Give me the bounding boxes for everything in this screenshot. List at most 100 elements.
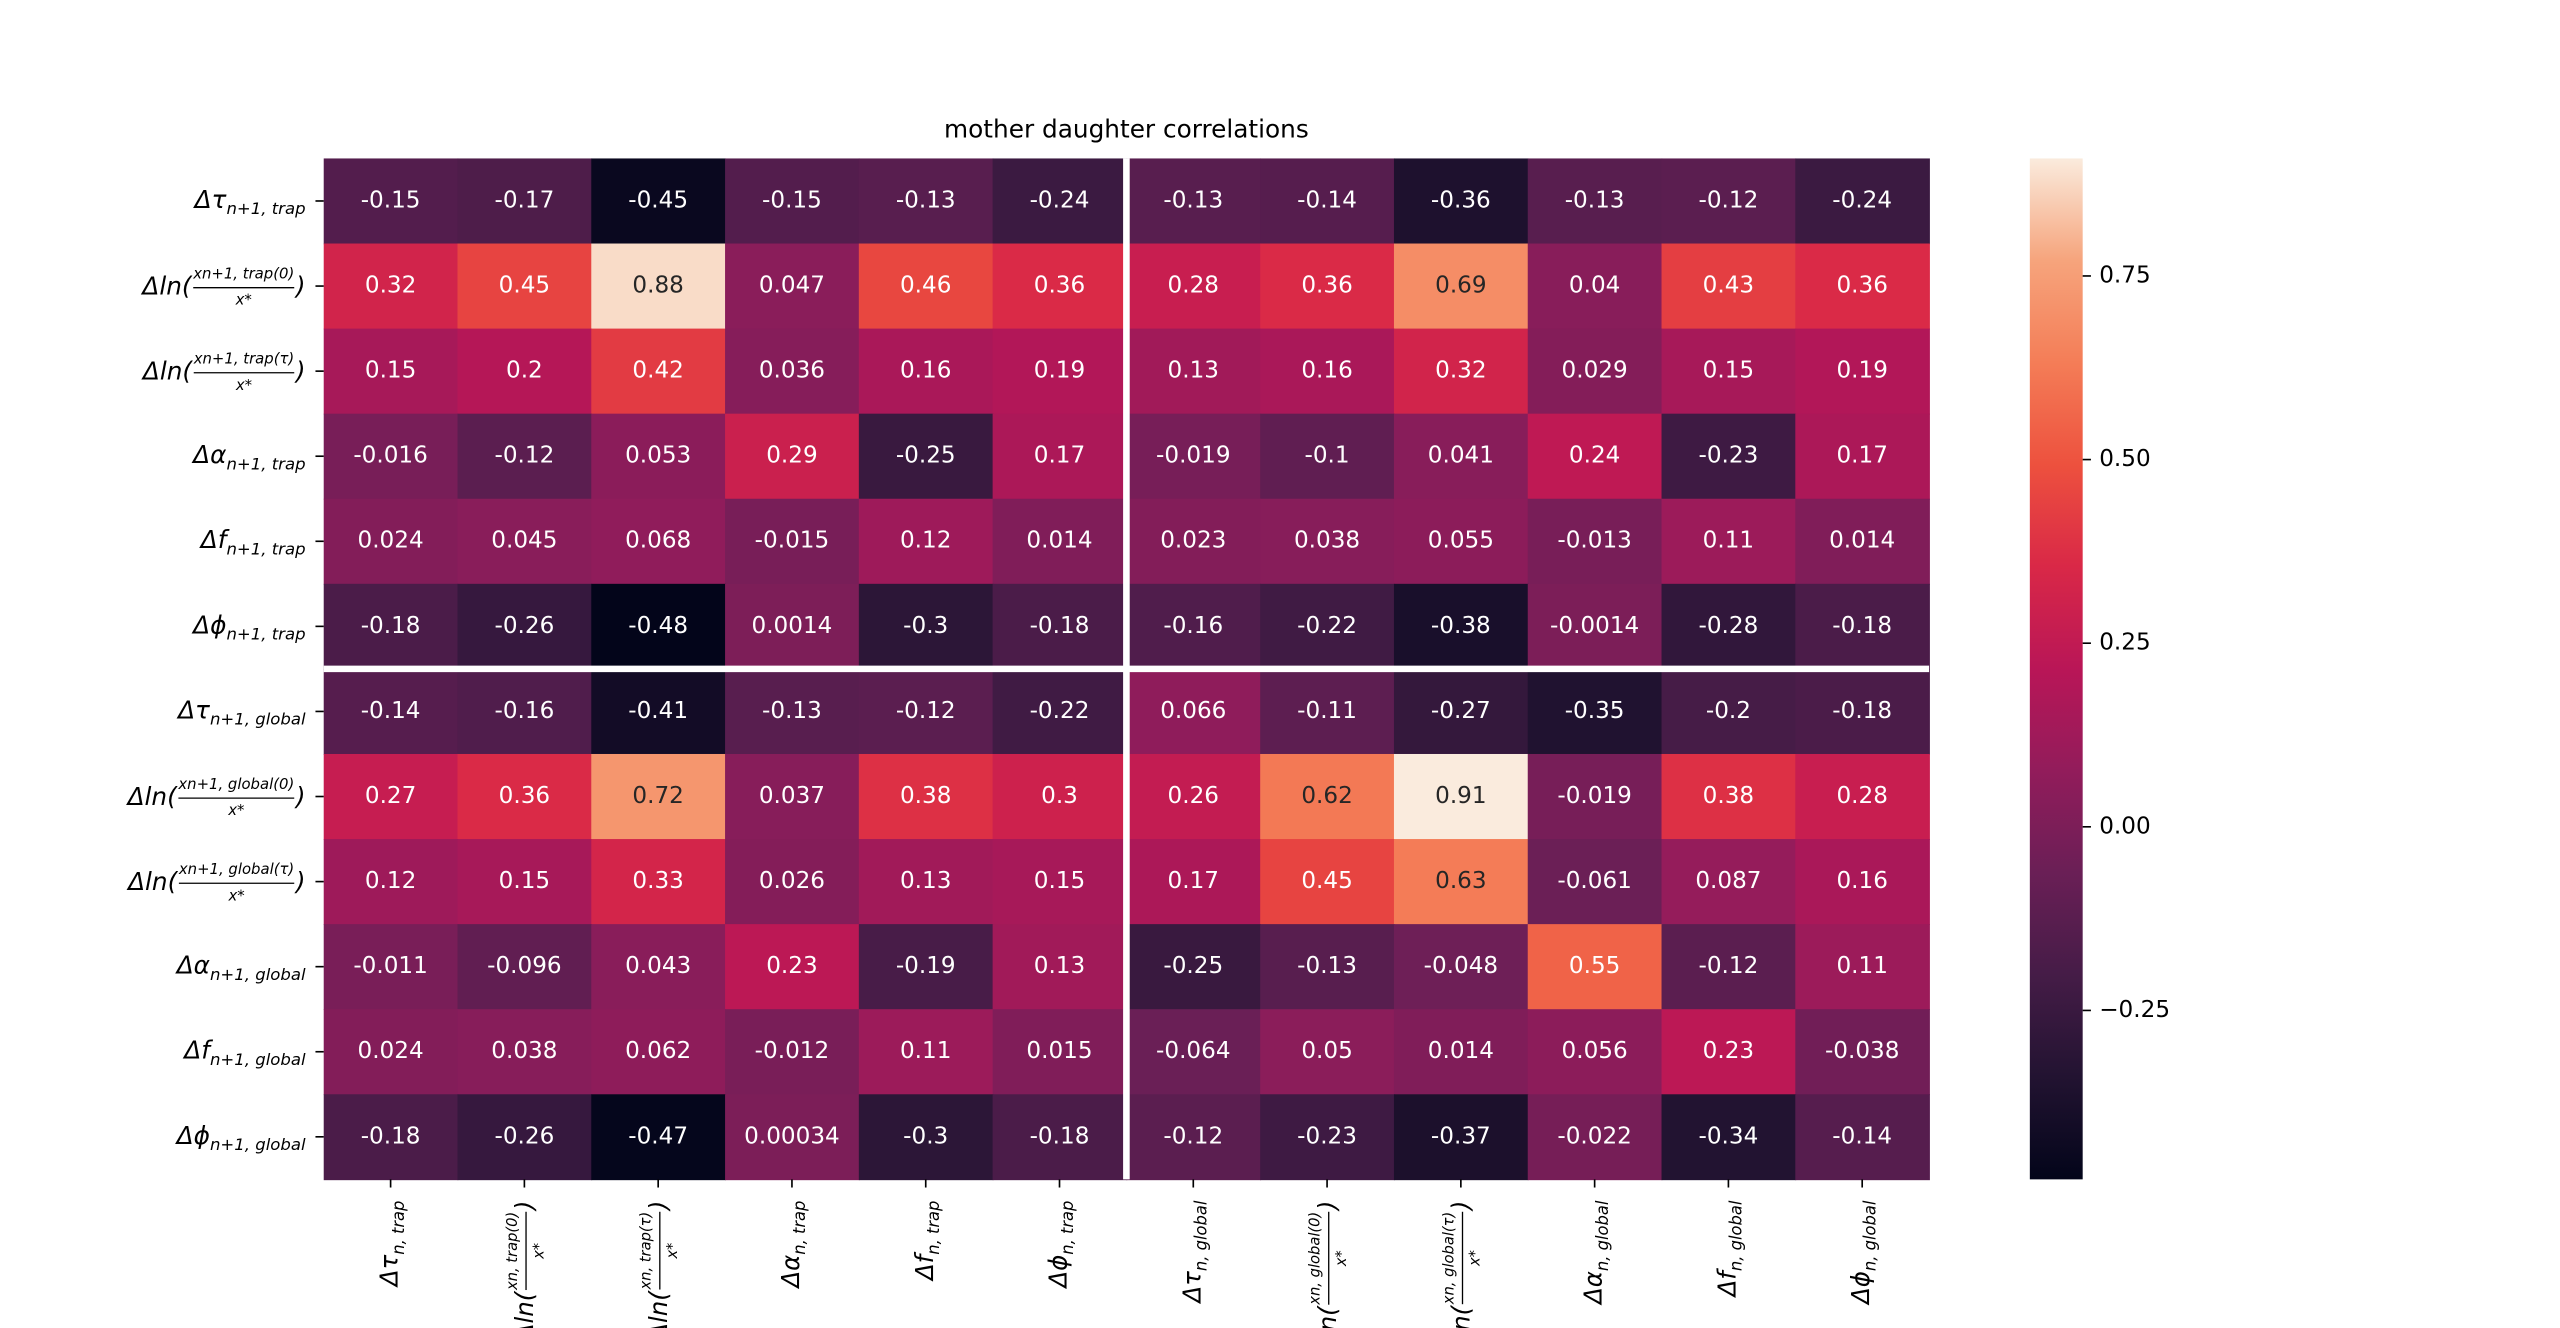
heatmap-cell [1126, 328, 1262, 415]
heatmap-cell [1527, 498, 1663, 585]
cell-label: 0.041 [1428, 443, 1494, 469]
label: Δαn+1, global [175, 951, 306, 984]
heatmap-cell [1126, 158, 1262, 245]
heatmap-cell [1795, 328, 1930, 415]
heatmap-cell [1527, 753, 1663, 840]
row-label: Δτn+1, trap [193, 185, 306, 218]
cell-label: 0.037 [759, 783, 825, 809]
cell-label: -0.048 [1424, 953, 1499, 979]
label-close: ) [1446, 1201, 1475, 1213]
cell-label: 0.12 [365, 868, 416, 894]
label: Δϕn, trap [1043, 1201, 1076, 1290]
label-sub: n, global [1726, 1200, 1745, 1271]
label-denominator: x* [664, 1243, 681, 1260]
heatmap-cell [858, 668, 994, 755]
heatmap-cell [1527, 839, 1663, 925]
label-main: Δln( [140, 272, 193, 301]
heatmap-cell [992, 668, 1128, 755]
cell-label: 0.15 [499, 868, 550, 894]
label-main: Δf [1712, 1268, 1741, 1299]
heatmap-cell [725, 668, 860, 755]
cell-label: -0.011 [353, 953, 428, 979]
heatmap-cell [457, 668, 593, 755]
label-sub: n+1, trap [226, 199, 305, 218]
heatmap-cell [1393, 1094, 1529, 1181]
cell-label: 0.11 [1703, 528, 1754, 554]
colorbar-tick-label: 0.25 [2099, 630, 2150, 656]
cell-label: -0.18 [1030, 1123, 1090, 1149]
heatmap-cell [858, 328, 994, 415]
cell-label: 0.32 [365, 273, 416, 299]
cell-label: 0.36 [1034, 273, 1085, 299]
label-main: Δf [910, 1251, 939, 1282]
heatmap-cell [1260, 328, 1395, 415]
heatmap-cell [457, 583, 593, 670]
cell-label: -0.013 [1557, 528, 1632, 554]
col-label: )xn, global(τ) x* Δln( [1440, 1201, 1484, 1328]
heatmap-cell [1260, 1009, 1395, 1096]
label-close: ) [644, 1201, 673, 1213]
heatmap-cell [323, 1009, 459, 1096]
heatmap-cell [457, 328, 593, 415]
label-main: Δα [776, 1255, 805, 1290]
heatmap-cell [323, 328, 459, 415]
label: Δfn+1, trap [199, 525, 306, 558]
label-main: Δln( [126, 867, 179, 896]
col-label: Δϕn, trap [1043, 1201, 1076, 1290]
cell-label: 0.38 [1703, 783, 1754, 809]
cell-label: -0.38 [1431, 613, 1491, 639]
col-label: Δfn, trap [910, 1201, 943, 1283]
heatmap-cell [1795, 839, 1930, 925]
cell-label: 0.38 [900, 783, 951, 809]
cell-label: 0.45 [499, 273, 550, 299]
heatmap-cell [1393, 328, 1529, 415]
heatmap-cell [858, 158, 994, 245]
cell-label: -0.22 [1297, 613, 1357, 639]
cell-label: -0.36 [1431, 188, 1491, 214]
cell-label: 0.12 [900, 528, 951, 554]
cell-label: -0.16 [1163, 613, 1223, 639]
cell-label: 0.026 [759, 868, 825, 894]
cell-label: 0.066 [1160, 698, 1226, 724]
label: Δfn+1, global [182, 1036, 306, 1069]
heatmap-cell [1795, 924, 1930, 1011]
cell-label: 0.28 [1168, 273, 1219, 299]
label-sub: n+1, global [210, 709, 306, 728]
heatmap-cell [457, 413, 593, 500]
cell-label: 0.17 [1836, 443, 1887, 469]
cell-label: -0.19 [896, 953, 956, 979]
label-main: Δα [175, 951, 210, 980]
heatmap-cell [457, 243, 593, 330]
label-sub: n, global [1592, 1200, 1611, 1271]
cell-label: 0.33 [632, 868, 683, 894]
heatmap-cell [1260, 668, 1395, 755]
heatmap-cell [992, 1009, 1128, 1096]
heatmap-cell [1260, 924, 1395, 1011]
label-sub: n+1, global [210, 964, 306, 983]
heatmap-cell [1795, 583, 1930, 670]
cell-label: -0.015 [755, 528, 830, 554]
label-numerator: xn, trap(0) [504, 1212, 521, 1291]
label-close: ) [510, 1201, 539, 1213]
heatmap-cell [1393, 753, 1529, 840]
heatmap-cell [1126, 498, 1262, 585]
row-label: Δαn+1, trap [191, 440, 305, 473]
heatmap-cell [1393, 1009, 1529, 1096]
label-main: Δϕ [1043, 1255, 1072, 1290]
label: Δτn+1, trap [193, 185, 306, 218]
heatmap-cell [992, 328, 1128, 415]
label-numerator: xn+1, global(0) [177, 776, 294, 793]
cell-label: -0.14 [1832, 1123, 1892, 1149]
cell-label: 0.72 [632, 783, 683, 809]
cell-label: -0.28 [1699, 613, 1759, 639]
cell-label: -0.17 [494, 188, 554, 214]
heatmap-cell [323, 924, 459, 1011]
heatmap-cell [858, 1009, 994, 1096]
cell-label: 0.17 [1034, 443, 1085, 469]
label-numerator: xn, trap(τ) [638, 1212, 655, 1291]
cell-label: 0.23 [766, 953, 817, 979]
cell-label: 0.024 [358, 1038, 424, 1064]
cell-label: 0.45 [1301, 868, 1352, 894]
col-label: )xn, trap(0) x* Δln( [504, 1201, 548, 1328]
label-denominator: x* [227, 802, 244, 819]
